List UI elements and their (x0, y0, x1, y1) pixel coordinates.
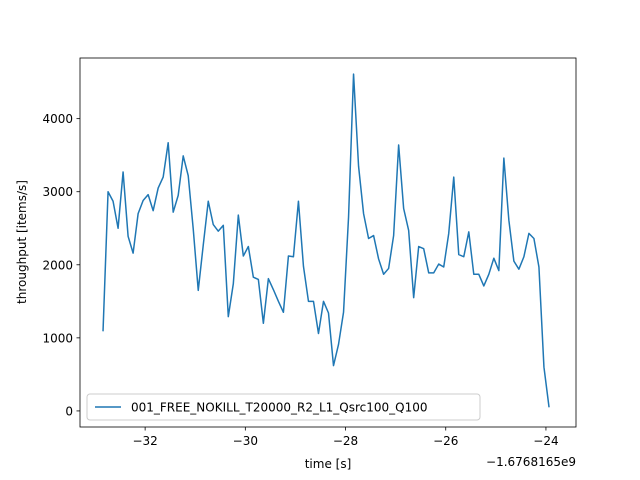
x-tick-label: −28 (333, 434, 358, 448)
y-tick-label: 3000 (42, 185, 73, 199)
x-tick-label: −24 (533, 434, 558, 448)
legend-label: 001_FREE_NOKILL_T20000_R2_L1_Qsrc100_Q10… (131, 401, 428, 415)
x-tick-label: −26 (433, 434, 458, 448)
legend-box (86, 393, 481, 421)
series-line (102, 73, 550, 408)
plot-area (80, 58, 576, 427)
plot-frame (79, 57, 577, 428)
y-tick-label: 2000 (42, 258, 73, 272)
x-axis-ticks: −32 −30 −28 −26 −24 (132, 427, 559, 448)
x-tick-label: −32 (132, 434, 157, 448)
y-tick-label: 1000 (42, 331, 73, 345)
y-tick-label: 4000 (42, 112, 73, 126)
y-tick-label: 0 (65, 404, 73, 418)
x-axis-offset-label: −1.6768165e9 (486, 455, 576, 469)
x-tick-label: −30 (233, 434, 258, 448)
y-axis-ticks: 0 1000 2000 3000 4000 (42, 112, 80, 418)
legend: 001_FREE_NOKILL_T20000_R2_L1_Qsrc100_Q10… (86, 393, 481, 421)
x-axis-label: time [s] (305, 457, 352, 471)
y-axis-label: throughput [items/s] (15, 180, 29, 304)
